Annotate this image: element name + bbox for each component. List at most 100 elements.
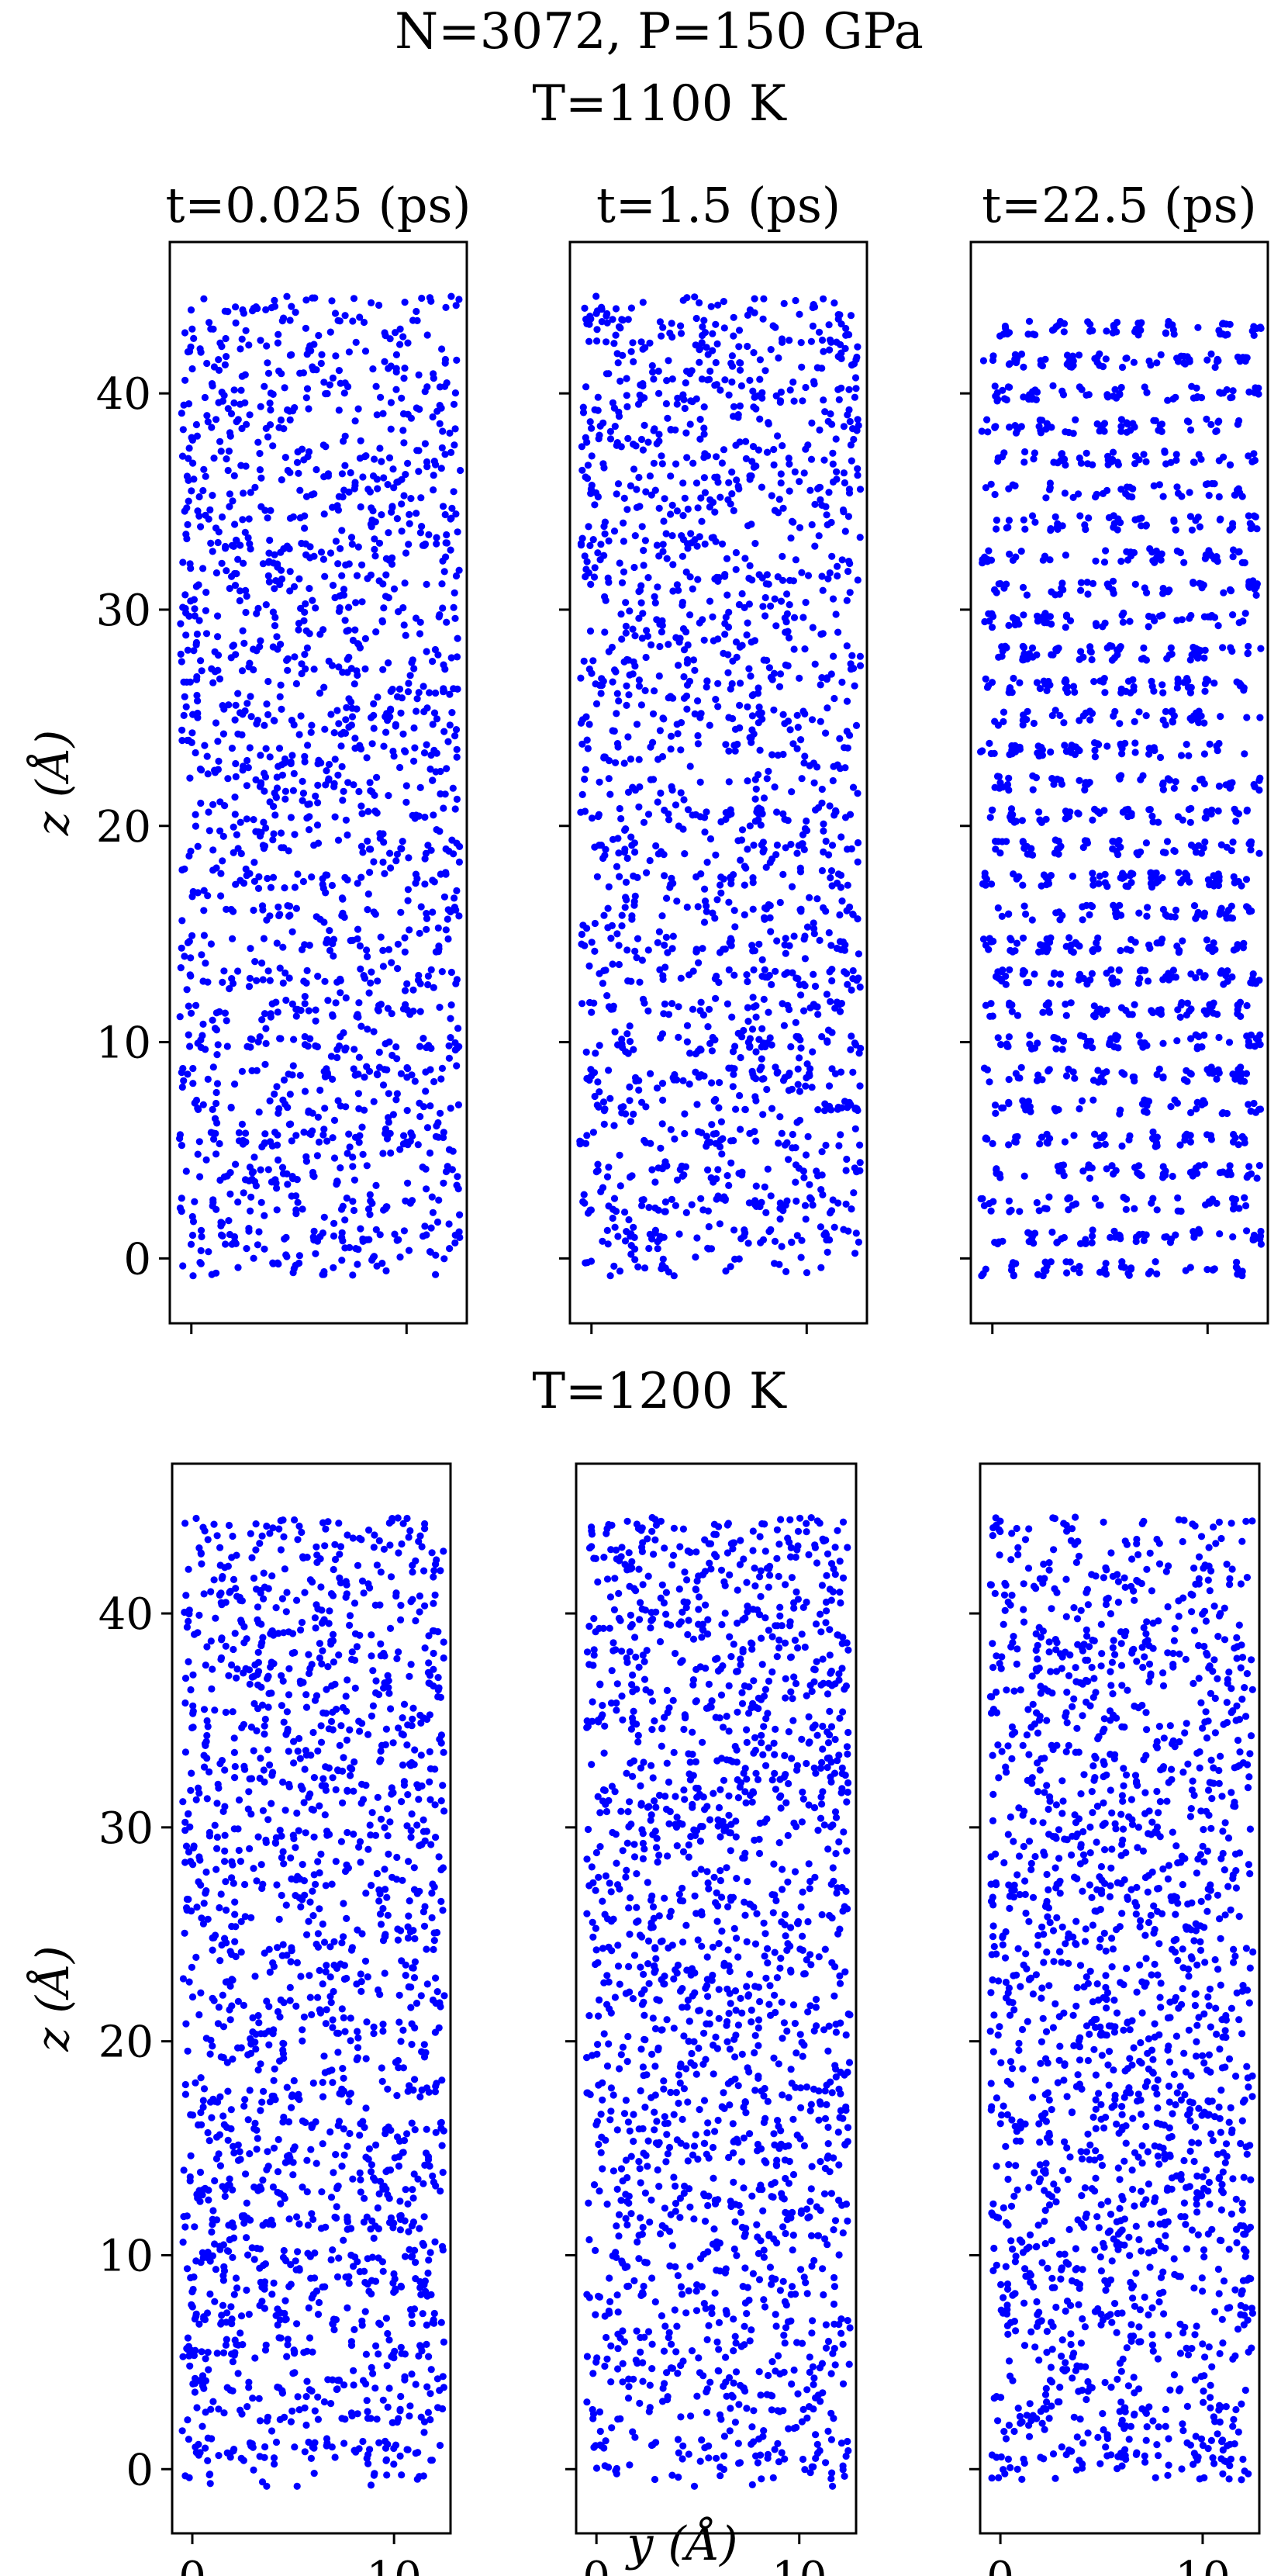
data-point [313,1237,322,1245]
data-point [183,472,191,480]
data-point [345,723,353,731]
data-point [610,527,619,535]
data-point [1130,358,1138,366]
data-point [756,711,764,719]
data-point [801,752,809,760]
data-point [330,1264,337,1271]
data-point [820,848,827,856]
data-point [261,1060,269,1068]
data-point [765,767,772,776]
data-point [1180,558,1188,566]
data-point [849,783,858,791]
data-point [387,864,395,872]
data-point [333,707,341,714]
data-point [350,1046,358,1053]
data-point [1094,1078,1102,1086]
data-point [1232,818,1240,825]
data-point [727,810,735,818]
data-point [610,404,619,412]
data-point [1076,776,1083,784]
data-point [413,695,421,703]
data-point [854,416,862,424]
data-point [299,445,306,453]
data-point [254,438,262,446]
data-point [605,537,613,545]
data-point [444,738,452,745]
data-point [222,1240,230,1248]
data-point [689,398,696,406]
data-point [453,1181,461,1189]
data-point [605,775,613,783]
data-point [1006,424,1013,431]
data-point [817,1223,824,1231]
data-point [1159,681,1166,689]
data-point [675,1033,682,1041]
data-point [844,1227,852,1235]
data-point [236,709,244,717]
data-point [200,465,208,473]
data-point [658,628,666,636]
data-point [801,955,809,963]
data-point [339,797,347,804]
data-point [991,490,999,499]
data-point [767,1192,775,1200]
data-point [447,546,454,554]
data-point [402,1004,409,1012]
data-point [1242,876,1251,883]
data-point [1020,363,1027,371]
data-point [1142,522,1150,530]
data-point [226,585,233,593]
data-point [389,465,397,473]
data-point [1256,1105,1265,1113]
data-point [794,1065,802,1073]
data-point [1178,616,1186,624]
data-point [807,337,815,345]
data-point [716,949,724,956]
data-point [1046,486,1054,493]
data-point [732,548,741,557]
data-point [399,838,406,845]
data-point [692,873,700,881]
data-point [1079,903,1086,911]
data-point [686,1049,694,1057]
data-point [181,693,188,700]
data-point [1084,318,1092,326]
data-point [643,627,651,634]
data-point [430,486,437,494]
data-point [423,915,431,922]
data-point [834,870,842,878]
data-point [447,448,455,457]
data-point [784,662,792,670]
data-point [387,425,395,433]
data-point [741,1105,749,1113]
data-point [1250,1236,1258,1243]
data-point [349,1271,357,1279]
data-point [221,361,229,368]
data-point [436,420,444,427]
data-point [339,1202,347,1210]
data-point [457,466,464,475]
data-point [445,847,453,855]
data-point [651,425,658,433]
data-point [648,1166,656,1174]
data-point [411,744,419,752]
data-point [387,399,395,406]
data-point [667,1125,675,1133]
data-point [1213,358,1221,365]
data-point [275,1260,282,1268]
data-point [1020,968,1028,976]
data-point [749,994,757,1001]
data-point [735,343,743,351]
data-point [677,330,685,337]
data-point [764,1039,772,1047]
data-point [668,874,675,882]
data-point [269,442,277,450]
data-point [229,497,237,505]
data-point [256,643,264,651]
data-point [303,966,311,974]
data-point [339,1237,347,1245]
data-point [829,595,837,603]
data-point [830,299,838,307]
data-point [808,716,817,724]
